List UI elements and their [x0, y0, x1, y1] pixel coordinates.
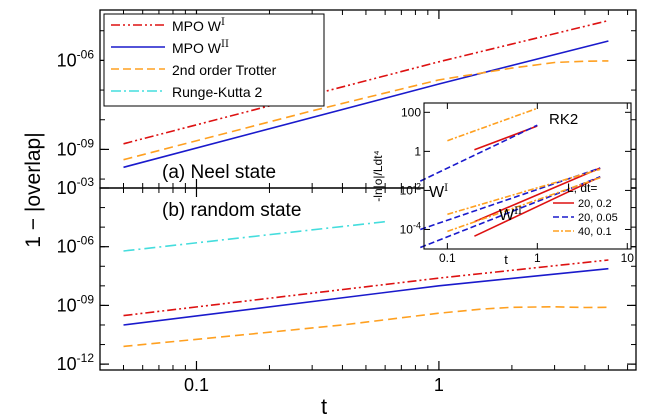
- inset-legend-label-0: 20, 0.2: [578, 198, 612, 210]
- legend: MPO WI MPO WII 2nd order Trotter Runge-K…: [103, 13, 325, 107]
- inset-series-line-WII-7: [420, 176, 601, 249]
- inset-y-tick-label-0: 100: [401, 105, 421, 119]
- legend-box: [103, 13, 325, 107]
- y-tick-label-top-1: 10-09: [57, 136, 95, 159]
- legend-label-rk2: Runge-Kutta 2: [172, 84, 262, 100]
- series-line-bottom-2: [123, 267, 609, 326]
- y-tick-label-bottom-3: 10-12: [57, 351, 95, 374]
- series-line-bottom-1: [123, 259, 609, 317]
- inset-series-line-WI-4: [420, 167, 601, 231]
- inset-series-line-WI-5: [447, 168, 601, 216]
- inset-series-line-RK2-1: [419, 124, 538, 182]
- inset-series-line-WII-6: [474, 176, 601, 237]
- inset-x-tick-label-0: 0.1: [439, 251, 456, 265]
- y-tick-label-bottom-0: 10-03: [57, 175, 95, 198]
- series-line-top-2: [123, 60, 609, 161]
- plot-lines: [123, 19, 609, 348]
- inset-annotation-rk2: RK2: [549, 111, 578, 128]
- top-panel-label: (a) Neel state: [162, 162, 276, 183]
- inset-legend-label-1: 20, 0.05: [578, 212, 618, 224]
- y-tick-label-bottom-1: 10-06: [57, 234, 95, 257]
- inset-series-line-WI-3: [474, 167, 601, 223]
- series-line-top-1: [123, 40, 609, 169]
- bottom-panel-frame: [99, 187, 637, 371]
- inset-x-label: t: [504, 252, 508, 267]
- inset-legend-title: L, dt=: [567, 181, 597, 195]
- y-tick-label-top-0: 10-06: [57, 47, 95, 70]
- series-line-bottom-3: [123, 305, 609, 348]
- inset-y-tick-label-2: 10-2: [400, 181, 421, 197]
- inset-ticks: 0.1 1 10 100 1 10-2 10-4: [400, 103, 635, 265]
- bottom-panel-label: (b) random state: [162, 200, 301, 221]
- inset-y-tick-label-3: 10-4: [400, 220, 421, 236]
- x-tick-label-0: 0.1: [184, 375, 209, 395]
- inset-annotation-w1: WI: [429, 183, 448, 201]
- inset-x-tick-label-2: 10: [621, 251, 635, 265]
- inset-x-tick-label-1: 1: [534, 251, 541, 265]
- series-line-bottom-0: [123, 220, 386, 252]
- x-tick-label-1: 1: [434, 375, 444, 395]
- inset-background: [424, 103, 631, 249]
- series-line-top-0: [123, 19, 609, 145]
- legend-label-mpo-w2: MPO WII: [172, 39, 229, 56]
- y-axis-label: 1 − |overlap|: [22, 132, 45, 247]
- y-tick-label-bottom-2: 10-09: [57, 292, 95, 315]
- inset-y-tick-label-1: 1: [414, 144, 421, 158]
- inset-series-line-RK2-2: [447, 107, 538, 142]
- inset-series-line-WII-8: [447, 176, 601, 233]
- inset-lines: [419, 107, 601, 249]
- axis-ticks: 10-06 10-09 10-03 10-06 10-09 10-12 0.1 1: [57, 10, 636, 395]
- inset-legend-label-2: 40, 0.1: [578, 226, 612, 238]
- inset-y-label: -ln|o|/Ldt⁴: [371, 150, 385, 201]
- inset-frame: [423, 102, 632, 250]
- x-axis-label: t: [321, 394, 327, 419]
- legend-label-trotter: 2nd order Trotter: [172, 62, 277, 78]
- inset-annotation-w2: WII: [499, 206, 522, 224]
- legend-label-mpo-w1: MPO WI: [172, 17, 225, 34]
